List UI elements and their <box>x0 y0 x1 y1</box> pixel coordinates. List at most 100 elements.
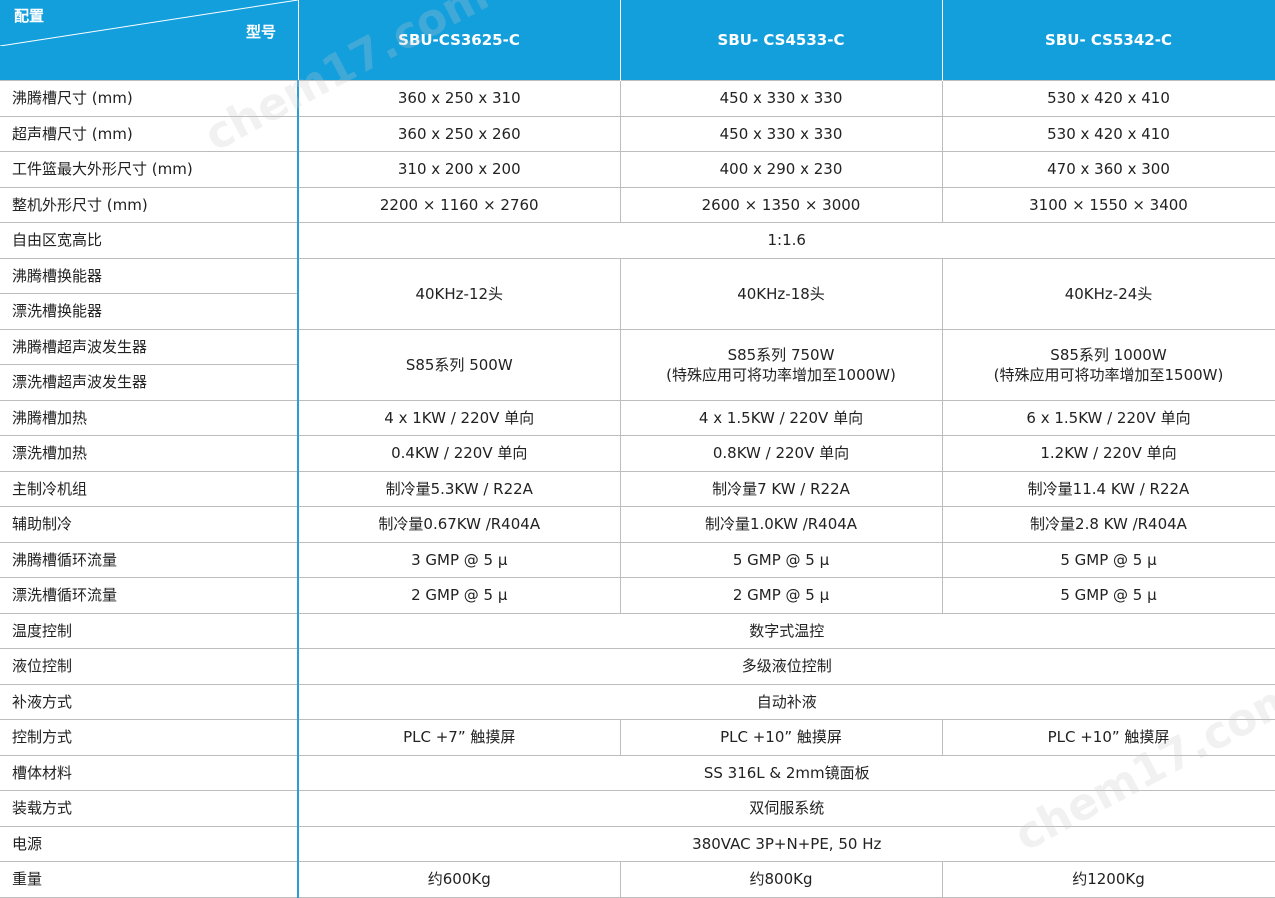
header-row: 配置 型号 SBU-CS3625-C SBU- CS4533-C SBU- CS53… <box>0 0 1275 81</box>
row-label: 漂洗槽超声波发生器 <box>0 364 299 401</box>
row-label: 超声槽尺寸 (mm) <box>0 115 299 152</box>
cell-value: 2600 × 1350 × 3000 <box>619 186 943 223</box>
cell-value: 约1200Kg <box>941 861 1275 898</box>
corner-model: 型号 <box>246 23 277 41</box>
row-label: 辅助制冷 <box>0 506 299 543</box>
diagonal <box>0 0 298 46</box>
table-row: 漂洗槽超声波发生器 <box>0 364 1275 401</box>
cell-value: 制冷量2.8 KW /R404A <box>941 506 1275 543</box>
cell-value: 310 x 200 x 200 <box>297 151 621 188</box>
cell-value: 5 GMP @ 5 μ <box>941 541 1275 578</box>
cell-value: 40KHz-12头 <box>297 257 621 330</box>
cell-value: 360 x 250 x 260 <box>297 115 621 152</box>
cell-value: 自动补液 <box>297 683 1275 720</box>
cell-value: 380VAC 3P+N+PE, 50 Hz <box>297 825 1275 862</box>
cell-value: PLC +7” 触摸屏 <box>297 719 621 756</box>
row-label: 重量 <box>0 861 299 898</box>
cell-value: 6 x 1.5KW / 220V 单向 <box>941 399 1275 436</box>
row-label: 沸腾槽循环流量 <box>0 541 299 578</box>
cell-value: 0.4KW / 220V 单向 <box>297 435 621 472</box>
cell-value: 0.8KW / 220V 单向 <box>619 435 943 472</box>
model-name: SBU- CS4533-C <box>620 0 943 81</box>
table-row: 沸腾槽加热 4 x 1KW / 220V 单向 4 x 1.5KW / 220V 单… <box>0 399 1275 436</box>
cell-value: 制冷量5.3KW / R22A <box>297 470 621 507</box>
cell-value: 3 GMP @ 5 μ <box>297 541 621 578</box>
cell-value: 450 x 330 x 330 <box>619 115 943 152</box>
row-label: 漂洗槽循环流量 <box>0 577 299 614</box>
model-name: SBU-CS3625-C <box>298 0 621 81</box>
cell-value: S85系列 750W (特殊应用可将功率增加至1000W) <box>619 328 943 401</box>
row-label: 沸腾槽加热 <box>0 399 299 436</box>
table-row: 补液方式 自动补液 <box>0 683 1275 720</box>
cell-value: 470 x 360 x 300 <box>941 151 1275 188</box>
row-label: 补液方式 <box>0 683 299 720</box>
cell-value: 40KHz-24头 <box>941 257 1275 330</box>
row-label: 电源 <box>0 825 299 862</box>
table-row: 辅助制冷 制冷量0.67KW /R404A 制冷量1.0KW /R404A 制冷量2.… <box>0 506 1275 543</box>
table-row: 重量 约600Kg 约800Kg 约1200Kg <box>0 861 1275 898</box>
cell-value: 数字式温控 <box>297 612 1275 649</box>
cell-value: 1:1.6 <box>297 222 1275 259</box>
corner-cell: 配置 型号 <box>0 0 299 81</box>
cell-value: 4 x 1.5KW / 220V 单向 <box>619 399 943 436</box>
cell-value: 制冷量11.4 KW / R22A <box>941 470 1275 507</box>
table-row: 沸腾槽换能器 40KHz-12头 40KHz-18头 40KHz-24头 <box>0 257 1275 330</box>
row-label: 沸腾槽换能器 <box>0 257 299 294</box>
cell-value: 多级液位控制 <box>297 648 1275 685</box>
cell-value: 2 GMP @ 5 μ <box>619 577 943 614</box>
row-label: 液位控制 <box>0 648 299 685</box>
row-label: 主制冷机组 <box>0 470 299 507</box>
cell-value: 530 x 420 x 410 <box>941 115 1275 152</box>
cell-value: 40KHz-18头 <box>619 257 943 330</box>
table-row: 超声槽尺寸 (mm) 360 x 250 x 260 450 x 330 x 330… <box>0 115 1275 152</box>
cell-value: 2 GMP @ 5 μ <box>297 577 621 614</box>
cell-value: 4 x 1KW / 220V 单向 <box>297 399 621 436</box>
table-row: 控制方式 PLC +7” 触摸屏 PLC +10” 触摸屏 PLC +10” 触摸屏 <box>0 719 1275 756</box>
table-row: 沸腾槽尺寸 (mm) 360 x 250 x 310 450 x 330 x 330… <box>0 80 1275 117</box>
row-label: 自由区宽高比 <box>0 222 299 259</box>
cell-value: 5 GMP @ 5 μ <box>941 577 1275 614</box>
row-label: 漂洗槽加热 <box>0 435 299 472</box>
row-label: 沸腾槽超声波发生器 <box>0 328 299 365</box>
table-row: 温度控制 数字式温控 <box>0 612 1275 649</box>
table-row: 沸腾槽超声波发生器 S85系列 500W S85系列 750W (特殊应用可将功率增… <box>0 328 1275 401</box>
cell-value: S85系列 1000W (特殊应用可将功率增加至1500W) <box>941 328 1275 401</box>
cell-value: 1.2KW / 220V 单向 <box>941 435 1275 472</box>
row-label: 槽体材料 <box>0 754 299 791</box>
row-label: 工件篮最大外形尺寸 (mm) <box>0 151 299 188</box>
cell-value: 双伺服系统 <box>297 790 1275 827</box>
cell-value: 制冷量7 KW / R22A <box>619 470 943 507</box>
table-row: 装载方式 双伺服系统 <box>0 790 1275 827</box>
table-row: 漂洗槽换能器 <box>0 293 1275 330</box>
table-row: 工件篮最大外形尺寸 (mm) 310 x 200 x 200 400 x 290 x… <box>0 151 1275 188</box>
table-row: 电源 380VAC 3P+N+PE, 50 Hz <box>0 825 1275 862</box>
table-row: 槽体材料 SS 316L & 2mm镜面板 <box>0 754 1275 791</box>
table-row: 液位控制 多级液位控制 <box>0 648 1275 685</box>
cell-value: 400 x 290 x 230 <box>619 151 943 188</box>
cell-value: 360 x 250 x 310 <box>297 80 621 117</box>
corner-config: 配置 <box>14 7 45 25</box>
row-label: 温度控制 <box>0 612 299 649</box>
cell-value: S85系列 500W <box>297 328 621 401</box>
row-label: 整机外形尺寸 (mm) <box>0 186 299 223</box>
cell-value: 530 x 420 x 410 <box>941 80 1275 117</box>
cell-value: 约600Kg <box>297 861 621 898</box>
cell-value: 3100 × 1550 × 3400 <box>941 186 1275 223</box>
row-label: 装载方式 <box>0 790 299 827</box>
cell-value: 约800Kg <box>619 861 943 898</box>
table-row: 自由区宽高比 1:1.6 <box>0 222 1275 259</box>
table-row: 漂洗槽加热 0.4KW / 220V 单向 0.8KW / 220V 单向 1.2KW… <box>0 435 1275 472</box>
cell-value: 制冷量0.67KW /R404A <box>297 506 621 543</box>
row-label: 漂洗槽换能器 <box>0 293 299 330</box>
cell-value: PLC +10” 触摸屏 <box>941 719 1275 756</box>
model-name: SBU- CS5342-C <box>942 0 1275 81</box>
table-row: 整机外形尺寸 (mm) 2200 × 1160 × 2760 2600 × 1350… <box>0 186 1275 223</box>
cell-value: PLC +10” 触摸屏 <box>619 719 943 756</box>
cell-value: 2200 × 1160 × 2760 <box>297 186 621 223</box>
row-label: 控制方式 <box>0 719 299 756</box>
